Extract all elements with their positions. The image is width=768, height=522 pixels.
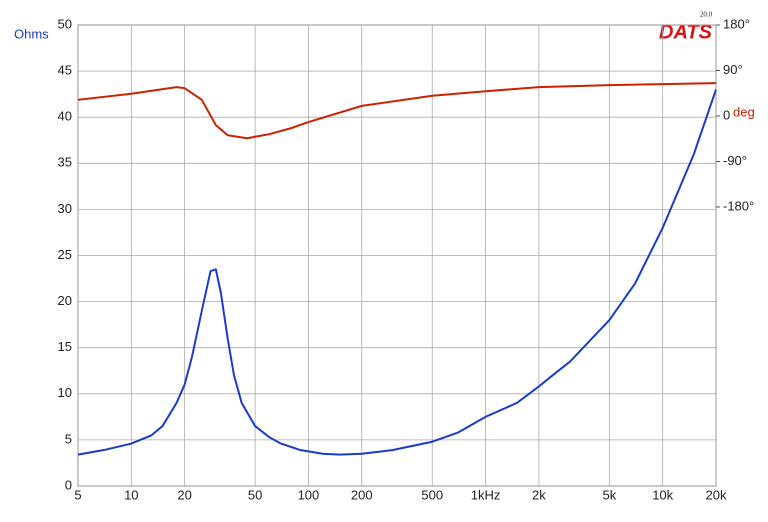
y-tick-label: 45: [58, 63, 72, 78]
x-tick-label: 5k: [602, 487, 616, 502]
x-tick-label: 100: [298, 487, 320, 502]
y-axis-label: Ohms: [14, 26, 49, 41]
y-tick-label: 0: [65, 477, 72, 492]
x-tick-label: 20k: [706, 487, 727, 502]
y-tick-label: 20: [58, 293, 72, 308]
x-tick-label: 5: [74, 487, 81, 502]
y2-tick-label: 0: [723, 107, 730, 122]
x-tick-label: 20: [177, 487, 191, 502]
y-tick-label: 5: [65, 431, 72, 446]
data-line: [77, 89, 717, 456]
y-tick-label: 35: [58, 155, 72, 170]
y-tick-label: 25: [58, 247, 72, 262]
y2-tick-label: 90°: [723, 62, 743, 77]
y-tick-label: 15: [58, 339, 72, 354]
logo: DATS: [659, 21, 713, 43]
y2-tick-label: -90°: [723, 153, 747, 168]
x-tick-label: 200: [351, 487, 373, 502]
x-tick-label: 1kHz: [471, 487, 501, 502]
y-tick-label: 40: [58, 109, 72, 124]
x-tick-label: 10k: [652, 487, 673, 502]
y2-tick-label: -180°: [723, 198, 754, 213]
y-tick-label: 30: [58, 201, 72, 216]
data-line: [77, 82, 717, 140]
x-tick-label: 10: [124, 487, 138, 502]
y2-axis-label: deg: [733, 104, 755, 119]
x-tick-label: 2k: [532, 487, 546, 502]
x-tick-label: 50: [248, 487, 262, 502]
logo-version: 20.0: [700, 11, 713, 19]
y-tick-label: 10: [58, 385, 72, 400]
y2-tick-label: 180°: [723, 16, 750, 31]
x-tick-label: 500: [421, 487, 443, 502]
y-tick-label: 50: [58, 16, 72, 31]
